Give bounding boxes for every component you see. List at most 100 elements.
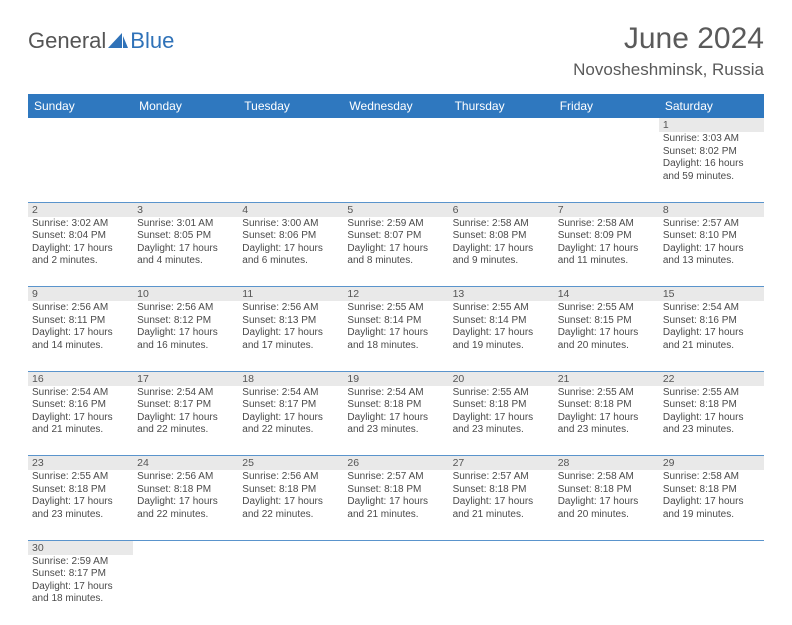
day-line: Sunrise: 2:56 AM bbox=[32, 302, 129, 315]
day-cell: Sunrise: 2:57 AMSunset: 8:18 PMDaylight:… bbox=[343, 470, 448, 540]
day-line: Sunrise: 2:58 AM bbox=[558, 218, 655, 231]
day-cell: Sunrise: 3:01 AMSunset: 8:05 PMDaylight:… bbox=[133, 217, 238, 287]
day-cell: Sunrise: 2:54 AMSunset: 8:17 PMDaylight:… bbox=[133, 386, 238, 456]
day-cell: Sunrise: 2:56 AMSunset: 8:11 PMDaylight:… bbox=[28, 301, 133, 371]
day-line: Sunrise: 2:57 AM bbox=[663, 218, 760, 231]
day-cell bbox=[343, 132, 448, 202]
day-number: 7 bbox=[554, 202, 659, 217]
day-number: 16 bbox=[28, 371, 133, 386]
day-cell: Sunrise: 2:54 AMSunset: 8:18 PMDaylight:… bbox=[343, 386, 448, 456]
day-cell: Sunrise: 2:59 AMSunset: 8:17 PMDaylight:… bbox=[28, 555, 133, 625]
day-number: 17 bbox=[133, 371, 238, 386]
day-number: 10 bbox=[133, 287, 238, 302]
day-line: Daylight: 17 hours and 14 minutes. bbox=[32, 327, 129, 352]
day-content: Sunrise: 2:56 AMSunset: 8:18 PMDaylight:… bbox=[238, 470, 343, 524]
day-line: Daylight: 17 hours and 11 minutes. bbox=[558, 243, 655, 268]
day-line: Sunrise: 3:00 AM bbox=[242, 218, 339, 231]
week-row: Sunrise: 3:02 AMSunset: 8:04 PMDaylight:… bbox=[28, 217, 764, 287]
day-line: Sunrise: 2:54 AM bbox=[242, 387, 339, 400]
day-line: Daylight: 17 hours and 23 minutes. bbox=[558, 412, 655, 437]
day-content: Sunrise: 2:58 AMSunset: 8:09 PMDaylight:… bbox=[554, 217, 659, 271]
day-content: Sunrise: 2:54 AMSunset: 8:17 PMDaylight:… bbox=[238, 386, 343, 440]
day-line: Sunset: 8:18 PM bbox=[32, 484, 129, 497]
day-number: 23 bbox=[28, 456, 133, 471]
day-line: Sunset: 8:09 PM bbox=[558, 230, 655, 243]
day-content bbox=[449, 555, 554, 559]
day-line: Sunrise: 2:54 AM bbox=[32, 387, 129, 400]
day-content: Sunrise: 2:55 AMSunset: 8:18 PMDaylight:… bbox=[659, 386, 764, 440]
day-cell bbox=[238, 132, 343, 202]
weekday-header: Wednesday bbox=[343, 94, 448, 118]
day-line: Sunrise: 2:55 AM bbox=[558, 302, 655, 315]
week-row: Sunrise: 3:03 AMSunset: 8:02 PMDaylight:… bbox=[28, 132, 764, 202]
day-line: Sunset: 8:18 PM bbox=[663, 399, 760, 412]
day-content: Sunrise: 2:58 AMSunset: 8:18 PMDaylight:… bbox=[659, 470, 764, 524]
day-cell bbox=[449, 555, 554, 625]
day-line: Daylight: 17 hours and 22 minutes. bbox=[242, 496, 339, 521]
daynum-row: 2345678 bbox=[28, 202, 764, 217]
day-line: Sunset: 8:13 PM bbox=[242, 315, 339, 328]
day-line: Sunrise: 2:56 AM bbox=[242, 302, 339, 315]
day-cell: Sunrise: 2:59 AMSunset: 8:07 PMDaylight:… bbox=[343, 217, 448, 287]
day-line: Sunset: 8:12 PM bbox=[137, 315, 234, 328]
day-number: 20 bbox=[449, 371, 554, 386]
day-line: Sunset: 8:18 PM bbox=[453, 399, 550, 412]
day-cell bbox=[554, 132, 659, 202]
day-cell bbox=[133, 555, 238, 625]
day-line: Sunrise: 3:03 AM bbox=[663, 133, 760, 146]
weekday-header: Tuesday bbox=[238, 94, 343, 118]
week-row: Sunrise: 2:56 AMSunset: 8:11 PMDaylight:… bbox=[28, 301, 764, 371]
day-line: Sunset: 8:08 PM bbox=[453, 230, 550, 243]
day-content bbox=[133, 132, 238, 136]
sail-icon bbox=[108, 29, 128, 55]
day-content: Sunrise: 2:54 AMSunset: 8:16 PMDaylight:… bbox=[28, 386, 133, 440]
day-line: Sunset: 8:02 PM bbox=[663, 146, 760, 159]
day-cell: Sunrise: 2:56 AMSunset: 8:13 PMDaylight:… bbox=[238, 301, 343, 371]
weekday-header: Monday bbox=[133, 94, 238, 118]
day-cell bbox=[659, 555, 764, 625]
day-line: Daylight: 17 hours and 19 minutes. bbox=[453, 327, 550, 352]
calendar-table: Sunday Monday Tuesday Wednesday Thursday… bbox=[28, 94, 764, 625]
day-content bbox=[343, 555, 448, 559]
day-content bbox=[554, 132, 659, 136]
day-content: Sunrise: 2:59 AMSunset: 8:07 PMDaylight:… bbox=[343, 217, 448, 271]
day-cell: Sunrise: 2:55 AMSunset: 8:18 PMDaylight:… bbox=[449, 386, 554, 456]
day-line: Sunrise: 3:02 AM bbox=[32, 218, 129, 231]
day-number bbox=[449, 118, 554, 132]
day-line: Sunrise: 2:56 AM bbox=[137, 302, 234, 315]
day-cell: Sunrise: 2:57 AMSunset: 8:10 PMDaylight:… bbox=[659, 217, 764, 287]
day-number: 8 bbox=[659, 202, 764, 217]
day-line: Sunrise: 2:58 AM bbox=[453, 218, 550, 231]
day-line: Sunset: 8:17 PM bbox=[137, 399, 234, 412]
day-cell: Sunrise: 2:54 AMSunset: 8:16 PMDaylight:… bbox=[28, 386, 133, 456]
day-content: Sunrise: 2:55 AMSunset: 8:18 PMDaylight:… bbox=[449, 386, 554, 440]
day-line: Sunset: 8:18 PM bbox=[558, 399, 655, 412]
day-line: Sunset: 8:14 PM bbox=[347, 315, 444, 328]
daynum-row: 9101112131415 bbox=[28, 287, 764, 302]
day-number bbox=[343, 540, 448, 555]
day-number: 15 bbox=[659, 287, 764, 302]
week-row: Sunrise: 2:59 AMSunset: 8:17 PMDaylight:… bbox=[28, 555, 764, 625]
day-number bbox=[554, 540, 659, 555]
day-cell: Sunrise: 3:00 AMSunset: 8:06 PMDaylight:… bbox=[238, 217, 343, 287]
day-line: Daylight: 17 hours and 4 minutes. bbox=[137, 243, 234, 268]
day-number: 28 bbox=[554, 456, 659, 471]
day-content: Sunrise: 2:54 AMSunset: 8:18 PMDaylight:… bbox=[343, 386, 448, 440]
brand-part2: Blue bbox=[130, 28, 174, 54]
day-number: 1 bbox=[659, 118, 764, 132]
title-block: June 2024 Novosheshminsk, Russia bbox=[573, 22, 764, 80]
day-content: Sunrise: 3:00 AMSunset: 8:06 PMDaylight:… bbox=[238, 217, 343, 271]
day-line: Sunset: 8:11 PM bbox=[32, 315, 129, 328]
day-number bbox=[554, 118, 659, 132]
day-line: Sunrise: 2:55 AM bbox=[558, 387, 655, 400]
day-content: Sunrise: 2:58 AMSunset: 8:08 PMDaylight:… bbox=[449, 217, 554, 271]
day-cell: Sunrise: 2:55 AMSunset: 8:15 PMDaylight:… bbox=[554, 301, 659, 371]
day-line: Daylight: 17 hours and 18 minutes. bbox=[32, 581, 129, 606]
day-line: Daylight: 17 hours and 6 minutes. bbox=[242, 243, 339, 268]
day-cell bbox=[554, 555, 659, 625]
day-content: Sunrise: 3:02 AMSunset: 8:04 PMDaylight:… bbox=[28, 217, 133, 271]
day-line: Sunrise: 2:54 AM bbox=[663, 302, 760, 315]
day-content bbox=[238, 132, 343, 136]
day-line: Sunset: 8:18 PM bbox=[663, 484, 760, 497]
daynum-row: 23242526272829 bbox=[28, 456, 764, 471]
